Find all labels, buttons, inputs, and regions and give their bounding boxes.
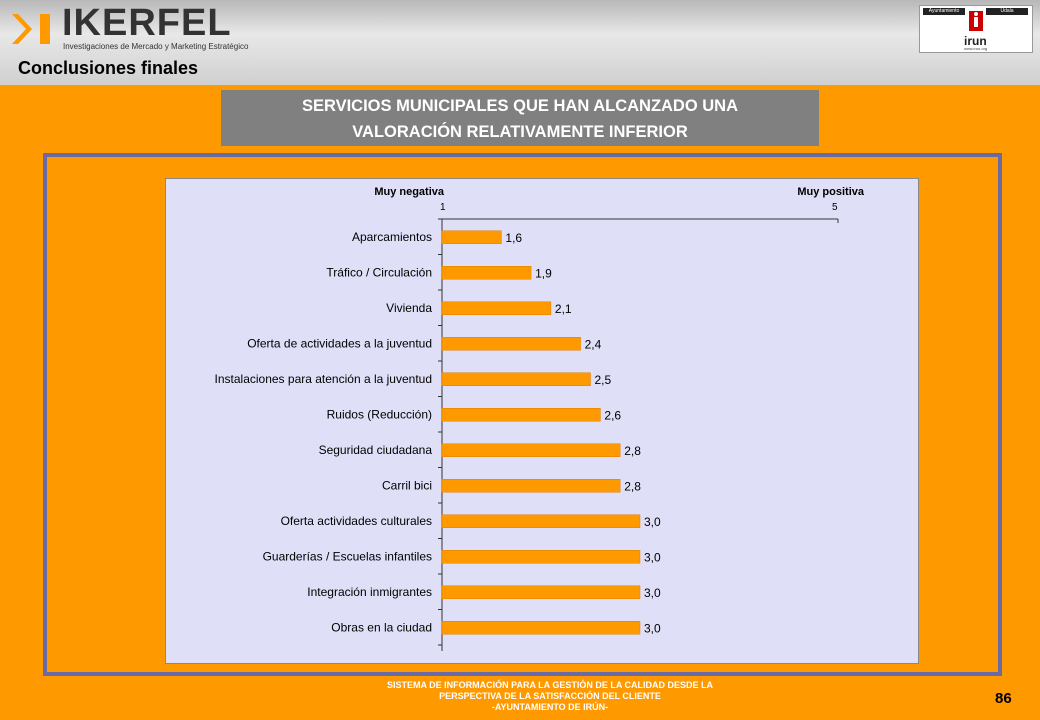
category-label: Instalaciones para atención a la juventu… (215, 372, 432, 386)
value-label: 1,6 (505, 231, 522, 245)
banner-line-2: VALORACIÓN RELATIVAMENTE INFERIOR (352, 123, 688, 141)
value-label: 2,8 (624, 479, 641, 493)
category-label: Ruidos (Reducción) (327, 407, 432, 421)
category-label: Carril bici (382, 478, 432, 492)
chart-plot-area: Muy negativa Muy positiva 1 5 Aparcamient… (165, 178, 919, 664)
x-tick-label: 5 (832, 202, 838, 213)
category-label: Aparcamientos (352, 230, 432, 244)
bar (441, 621, 641, 635)
irun-label-left: Ayuntamiento (923, 8, 965, 15)
footer-text: SISTEMA DE INFORMACIÓN PARA LA GESTIÓN D… (300, 680, 800, 713)
value-label: 2,6 (604, 408, 621, 422)
page-title: Conclusiones finales (18, 58, 199, 78)
bar (441, 230, 502, 244)
bar (441, 337, 581, 351)
value-label: 3,0 (644, 621, 661, 635)
category-label: Obras en la ciudad (331, 620, 432, 634)
label-left: Muy negativa (374, 186, 445, 198)
bar-chart: Muy negativa Muy positiva 1 5 Aparcamient… (215, 186, 865, 651)
category-label: Tráfico / Circulación (326, 265, 432, 279)
irun-emblem-icon (969, 11, 983, 31)
footer-line-2: PERSPECTIVA DE LA SATISFACCIÓN DEL CLIEN… (439, 691, 661, 701)
category-label: Integración inmigrantes (307, 585, 432, 599)
chart-banner: SERVICIOS MUNICIPALES QUE HAN ALCANZADO … (221, 90, 819, 146)
category-label: Guarderías / Escuelas infantiles (263, 549, 432, 563)
value-label: 3,0 (644, 550, 661, 564)
footer-line-1: SISTEMA DE INFORMACIÓN PARA LA GESTIÓN D… (386, 680, 713, 690)
irun-logo: Ayuntamiento Udala irun www.irun.org (919, 5, 1033, 53)
value-label: 1,9 (535, 266, 552, 280)
x-tick-label: 1 (440, 202, 446, 213)
category-label: Vivienda (386, 301, 432, 315)
logo-text: IKERFEL (62, 2, 232, 44)
header-band: IKERFEL Investigaciones de Mercado y Mar… (0, 0, 1040, 85)
bar (441, 443, 621, 457)
ikerfel-logo-icon (12, 14, 50, 44)
bar (441, 301, 552, 315)
label-right: Muy positiva (797, 186, 865, 198)
irun-name: irun (964, 34, 987, 48)
footer-line-3: -AYUNTAMIENTO DE IRÚN- (491, 702, 609, 712)
value-label: 2,4 (585, 337, 602, 351)
bar (441, 479, 621, 493)
category-label: Seguridad ciudadana (319, 443, 433, 457)
banner-line-1: SERVICIOS MUNICIPALES QUE HAN ALCANZADO … (301, 97, 739, 115)
irun-label-right: Udala (986, 8, 1028, 15)
value-label: 2,5 (595, 373, 612, 387)
bar (441, 585, 641, 599)
category-label: Oferta actividades culturales (281, 514, 432, 528)
page-number: 86 (995, 690, 1012, 707)
bar (441, 408, 601, 422)
irun-url: www.irun.org (964, 46, 988, 51)
bar (441, 266, 532, 280)
value-label: 3,0 (644, 515, 661, 529)
value-label: 2,1 (555, 302, 572, 316)
bar (441, 550, 641, 564)
value-label: 3,0 (644, 586, 661, 600)
bar (441, 514, 641, 528)
bar (441, 372, 591, 386)
logo-subtitle: Investigaciones de Mercado y Marketing E… (63, 42, 249, 51)
value-label: 2,8 (624, 444, 641, 458)
category-label: Oferta de actividades a la juventud (247, 336, 432, 350)
